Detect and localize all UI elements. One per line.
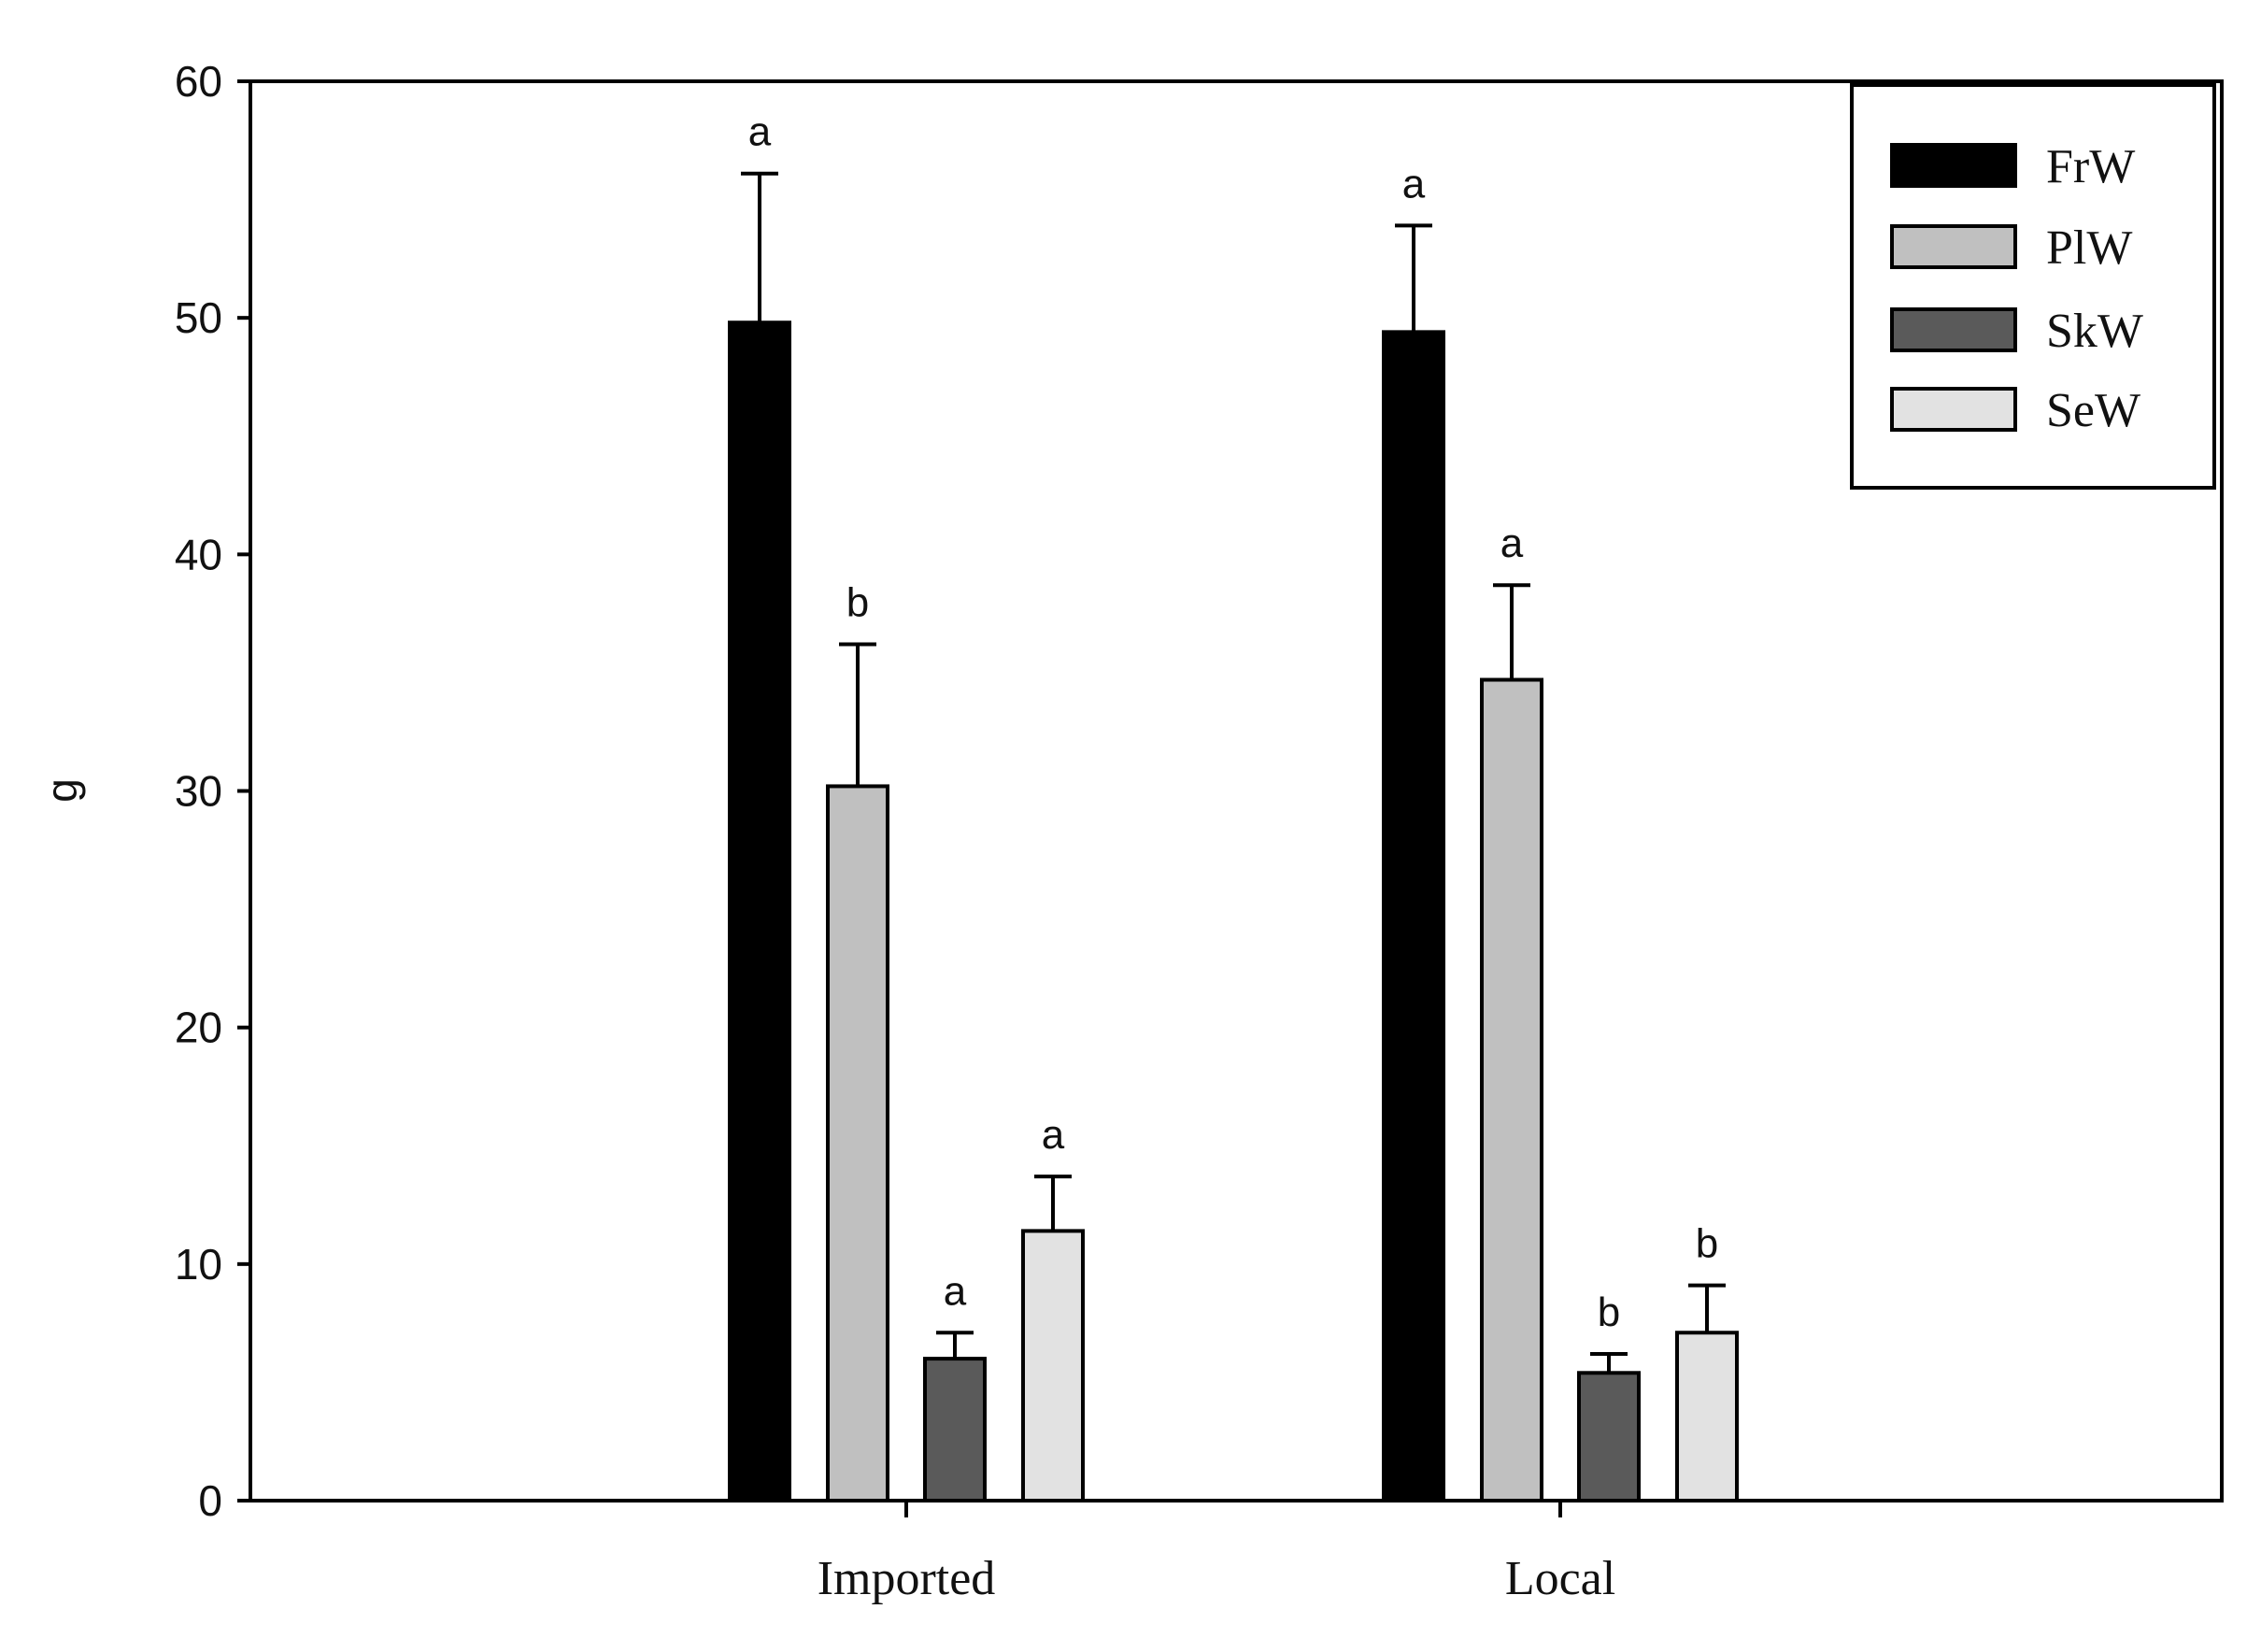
bar-frw	[728, 320, 791, 1503]
legend-swatch	[1890, 224, 2017, 269]
bars: a a b a a b a b	[728, 109, 1739, 1503]
significance-letter: a	[748, 109, 772, 155]
significance-letter: b	[846, 580, 869, 626]
significance-letter: a	[944, 1268, 967, 1314]
y-axis-label: g	[37, 778, 86, 803]
x-tick-label: Local	[1505, 1552, 1615, 1605]
significance-letter: b	[1598, 1289, 1620, 1335]
y-tick-label: 40	[175, 530, 222, 578]
bar-sew	[1675, 1331, 1739, 1503]
y-tick-label: 10	[175, 1240, 222, 1289]
legend-swatch	[1890, 387, 2017, 432]
x-axis: Imported Local	[818, 1501, 1615, 1605]
significance-letter: a	[1042, 1112, 1065, 1158]
y-tick-label: 60	[175, 57, 222, 106]
bar-sew	[1021, 1229, 1085, 1502]
bar-plw	[826, 784, 889, 1502]
x-tick-label: Imported	[818, 1552, 996, 1605]
legend-label: PlW	[2046, 221, 2132, 275]
y-tick-label: 0	[198, 1476, 222, 1525]
y-axis: 0 10 20 30 40 50 60	[175, 57, 250, 1525]
legend: FrW PlW SkW SeW	[1850, 83, 2216, 490]
bar-frw	[1382, 330, 1445, 1502]
y-tick-label: 30	[175, 767, 222, 816]
legend-label: FrW	[2046, 140, 2135, 193]
legend-label: SkW	[2046, 305, 2143, 358]
y-tick-label: 20	[175, 1004, 222, 1052]
bar-skw	[923, 1357, 987, 1502]
legend-label: SeW	[2046, 384, 2140, 437]
bar-plw	[1480, 677, 1543, 1502]
significance-letter: a	[1500, 520, 1524, 566]
significance-letter: b	[1696, 1221, 1718, 1267]
y-tick-label: 50	[175, 293, 222, 342]
significance-letter: a	[1402, 161, 1426, 206]
bar-skw	[1577, 1371, 1641, 1503]
legend-swatch	[1890, 143, 2017, 188]
legend-swatch	[1890, 307, 2017, 352]
